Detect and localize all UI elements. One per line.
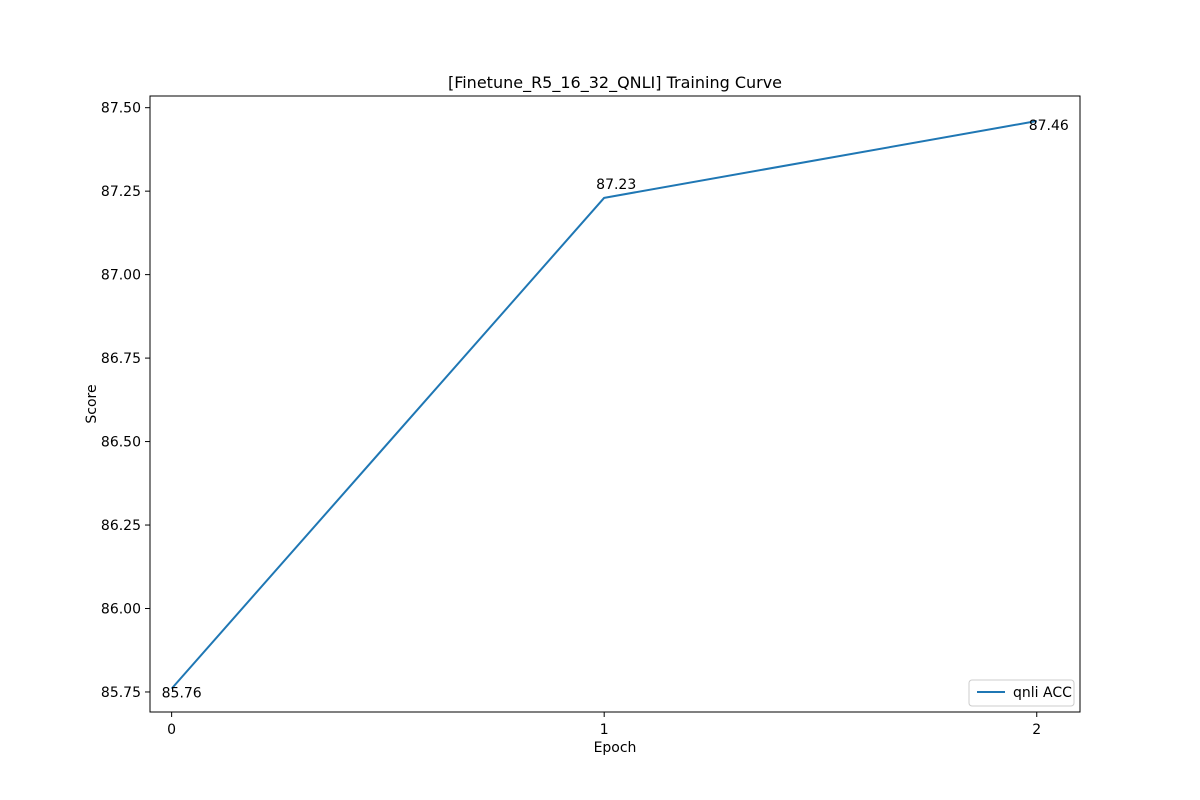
plot-area	[149, 95, 1081, 713]
data-label: 85.76	[162, 686, 202, 702]
y-tick-label: 86.50	[101, 435, 141, 451]
series-line-qnli-acc	[170, 120, 1037, 690]
y-tick-label: 85.75	[101, 685, 141, 701]
x-tick-label: 0	[167, 722, 176, 738]
legend-box	[968, 679, 1075, 707]
chart-title: [Finetune_R5_16_32_QNLI] Training Curve	[448, 73, 782, 93]
data-label: 87.46	[1029, 118, 1069, 134]
x-axis: 0 1 2	[167, 712, 1041, 738]
y-axis-label: Score	[84, 384, 100, 423]
y-tick-label: 87.25	[101, 184, 141, 200]
x-tick-label: 2	[1032, 722, 1041, 738]
data-label: 87.23	[596, 177, 636, 193]
series-layer	[170, 120, 1037, 690]
y-tick-label: 87.00	[101, 268, 141, 284]
legend: qnli ACC	[968, 679, 1075, 707]
x-axis-label: Epoch	[594, 740, 637, 756]
y-tick-label: 86.75	[101, 351, 141, 367]
x-tick-label: 1	[600, 722, 609, 738]
y-tick-label: 86.00	[101, 601, 141, 617]
data-labels: 85.76 87.23 87.46	[162, 118, 1069, 702]
y-tick-label: 87.50	[101, 101, 141, 117]
y-axis: 85.75 86.00 86.25 86.50 86.75 87.00 87.25 87.50	[101, 101, 150, 701]
legend-label-qnli-acc: qnli ACC	[1013, 685, 1072, 701]
y-tick-label: 86.25	[101, 518, 141, 534]
